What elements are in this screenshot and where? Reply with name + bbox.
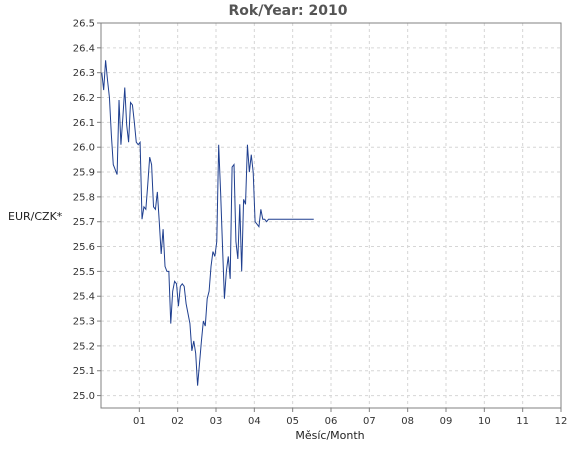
- x-tick-label: 09: [440, 416, 453, 427]
- x-tick-label: 03: [210, 416, 223, 427]
- y-tick-label: 25.5: [73, 267, 95, 278]
- x-tick-label: 07: [363, 416, 376, 427]
- y-tick-label: 26.3: [73, 68, 95, 79]
- y-tick-label: 25.7: [73, 217, 95, 228]
- series-line-eur-czk: [101, 60, 314, 386]
- x-tick-label: 12: [555, 416, 568, 427]
- y-tick-label: 25.1: [73, 366, 95, 377]
- y-tick-label: 25.9: [73, 168, 95, 179]
- y-axis-label: EUR/CZK*: [8, 210, 63, 223]
- y-tick-label: 26.4: [73, 43, 95, 54]
- y-tick-label: 25.2: [73, 341, 95, 352]
- chart-title: Rok/Year: 2010: [229, 3, 348, 19]
- y-tick-label: 25.3: [73, 317, 95, 328]
- x-tick-label: 10: [478, 416, 491, 427]
- x-tick-label: 04: [248, 416, 261, 427]
- x-axis-label: Měsíc/Month: [295, 429, 364, 442]
- y-tick-label: 25.0: [73, 391, 95, 402]
- grid-layer: [101, 22, 562, 408]
- x-tick-label: 06: [325, 416, 338, 427]
- y-tick-label: 26.2: [73, 93, 95, 104]
- plot-area-border: [100, 22, 562, 409]
- y-tick-label: 25.4: [73, 292, 95, 303]
- x-tick-label: 08: [401, 416, 414, 427]
- x-tick-label: 05: [286, 416, 299, 427]
- axes-layer: [97, 22, 562, 412]
- x-tick-label: 01: [133, 416, 146, 427]
- y-tick-label: 26.5: [73, 19, 95, 30]
- x-tick-label: 02: [171, 416, 184, 427]
- y-tick-labels: 25.0 25.1 25.2 25.3 25.4 25.5 25.6 25.7 25.8 25.9…: [73, 19, 95, 403]
- x-tick-label: 11: [516, 416, 529, 427]
- y-tick-label: 25.8: [73, 192, 95, 203]
- y-tick-label: 26.0: [73, 143, 95, 154]
- x-tick-labels: 01 02 03 04 05 06 07 08 09 10 11 12: [133, 416, 567, 427]
- y-tick-label: 25.6: [73, 242, 95, 253]
- y-tick-label: 26.1: [73, 118, 95, 129]
